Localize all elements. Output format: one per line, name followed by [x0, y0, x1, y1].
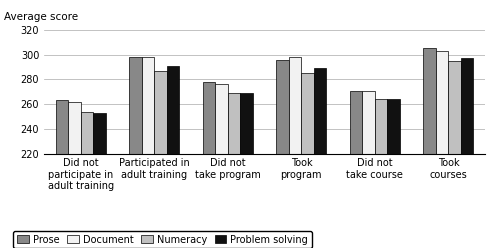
- Bar: [375, 99, 387, 154]
- Bar: [240, 93, 253, 154]
- Bar: [461, 58, 473, 154]
- Bar: [276, 60, 289, 154]
- Bar: [167, 66, 179, 154]
- Bar: [436, 51, 448, 154]
- Bar: [289, 57, 301, 154]
- Bar: [68, 102, 81, 154]
- Bar: [93, 113, 106, 154]
- Text: Average score: Average score: [4, 12, 78, 22]
- Bar: [215, 84, 228, 154]
- Legend: Prose, Document, Numeracy, Problem solving: Prose, Document, Numeracy, Problem solvi…: [13, 231, 312, 248]
- Bar: [387, 99, 400, 154]
- Bar: [154, 71, 167, 154]
- Bar: [228, 93, 240, 154]
- Bar: [301, 73, 314, 154]
- Bar: [129, 57, 142, 154]
- Bar: [423, 48, 436, 154]
- Bar: [448, 61, 461, 154]
- Bar: [56, 100, 68, 154]
- Bar: [350, 91, 362, 154]
- Bar: [203, 82, 216, 154]
- Bar: [314, 68, 326, 154]
- Bar: [142, 57, 154, 154]
- Bar: [81, 112, 93, 154]
- Bar: [362, 91, 375, 154]
